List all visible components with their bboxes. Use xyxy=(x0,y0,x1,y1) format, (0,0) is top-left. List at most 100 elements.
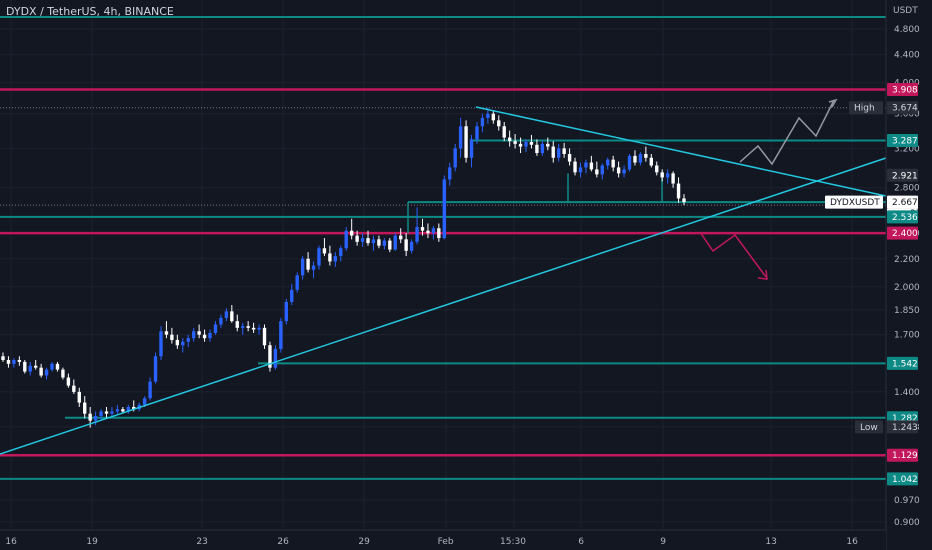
candle[interactable] xyxy=(366,230,370,246)
candle[interactable] xyxy=(464,120,468,163)
candle[interactable] xyxy=(584,159,588,174)
candle[interactable] xyxy=(458,117,463,158)
candle[interactable] xyxy=(453,143,457,172)
candle[interactable] xyxy=(23,360,27,374)
ascending-trendline[interactable] xyxy=(0,157,887,455)
candle[interactable] xyxy=(17,356,22,366)
candle[interactable] xyxy=(12,358,16,368)
price-axis[interactable]: USDT4.8004.4004.0003.6003.2002.8002.4002… xyxy=(885,0,932,550)
candle[interactable] xyxy=(39,363,43,378)
candle[interactable] xyxy=(72,379,76,394)
candle[interactable] xyxy=(399,228,403,244)
candle[interactable] xyxy=(589,155,594,172)
candle[interactable] xyxy=(235,314,239,332)
candle[interactable] xyxy=(311,261,316,279)
candle[interactable] xyxy=(246,321,250,332)
candle[interactable] xyxy=(1,352,5,362)
candle[interactable] xyxy=(600,163,604,180)
candle[interactable] xyxy=(110,406,114,416)
candle[interactable] xyxy=(676,177,681,203)
candle[interactable] xyxy=(148,377,152,401)
candle[interactable] xyxy=(290,283,294,306)
candle[interactable] xyxy=(437,223,441,242)
candle[interactable] xyxy=(551,141,555,163)
candle[interactable] xyxy=(279,317,283,353)
candle[interactable] xyxy=(480,113,485,133)
candle[interactable] xyxy=(665,169,670,184)
candle[interactable] xyxy=(93,411,98,426)
candle[interactable] xyxy=(573,157,577,176)
candle[interactable] xyxy=(126,404,130,414)
candle[interactable] xyxy=(230,305,234,323)
candle[interactable] xyxy=(219,314,223,328)
candle[interactable] xyxy=(328,245,332,266)
candle[interactable] xyxy=(360,233,365,247)
candle[interactable] xyxy=(638,152,643,166)
candle[interactable] xyxy=(546,137,550,151)
candle[interactable] xyxy=(469,134,474,168)
candle[interactable] xyxy=(371,235,376,251)
candle[interactable] xyxy=(404,233,408,257)
candle[interactable] xyxy=(426,223,430,239)
candle[interactable] xyxy=(153,352,158,384)
candle[interactable] xyxy=(393,233,397,251)
candle[interactable] xyxy=(349,218,354,240)
candle[interactable] xyxy=(535,139,539,156)
candle[interactable] xyxy=(241,322,245,335)
candle[interactable] xyxy=(524,139,528,153)
candle[interactable] xyxy=(213,321,218,335)
candle[interactable] xyxy=(262,324,267,349)
candle[interactable] xyxy=(50,361,54,372)
candle[interactable] xyxy=(317,245,321,270)
candle[interactable] xyxy=(644,146,648,162)
candles[interactable] xyxy=(1,107,686,428)
candle[interactable] xyxy=(622,165,626,178)
candle[interactable] xyxy=(99,409,103,421)
candle[interactable] xyxy=(61,367,65,380)
candle[interactable] xyxy=(44,367,49,380)
candle[interactable] xyxy=(6,356,11,368)
candle[interactable] xyxy=(420,218,425,236)
bullish-projection-path[interactable] xyxy=(739,99,835,166)
candle[interactable] xyxy=(284,298,288,325)
candle[interactable] xyxy=(507,130,512,147)
candle[interactable] xyxy=(300,256,305,280)
candle[interactable] xyxy=(322,238,327,257)
candle[interactable] xyxy=(442,175,446,240)
candle[interactable] xyxy=(224,308,229,322)
candle[interactable] xyxy=(306,252,310,273)
candle[interactable] xyxy=(578,162,583,178)
candle[interactable] xyxy=(649,153,654,168)
candle[interactable] xyxy=(682,194,686,206)
candle[interactable] xyxy=(55,361,60,372)
candle[interactable] xyxy=(497,115,501,131)
candle[interactable] xyxy=(344,227,348,251)
candle[interactable] xyxy=(633,150,637,166)
candle[interactable] xyxy=(186,334,190,348)
trendlines[interactable] xyxy=(0,106,887,455)
candle[interactable] xyxy=(170,327,174,344)
candle[interactable] xyxy=(181,338,185,353)
descending-trendline[interactable] xyxy=(475,106,887,197)
candle[interactable] xyxy=(616,161,621,178)
candle[interactable] xyxy=(660,169,664,182)
candle[interactable] xyxy=(77,387,81,407)
candle[interactable] xyxy=(164,321,169,339)
candle[interactable] xyxy=(382,238,387,250)
candle[interactable] xyxy=(388,238,392,253)
candle[interactable] xyxy=(595,161,599,178)
candle[interactable] xyxy=(540,141,545,156)
projections[interactable] xyxy=(699,98,838,280)
candle[interactable] xyxy=(333,252,338,267)
candle[interactable] xyxy=(197,324,201,339)
candle[interactable] xyxy=(518,137,523,154)
candle[interactable] xyxy=(562,142,566,158)
candle[interactable] xyxy=(513,134,517,149)
bearish-projection-path[interactable] xyxy=(699,231,767,278)
time-axis[interactable]: 16 19 23 26 29 Feb 15:30 6 9 13 16 xyxy=(0,529,886,550)
candle[interactable] xyxy=(557,143,561,162)
candle[interactable] xyxy=(475,122,479,144)
candle[interactable] xyxy=(115,404,120,414)
